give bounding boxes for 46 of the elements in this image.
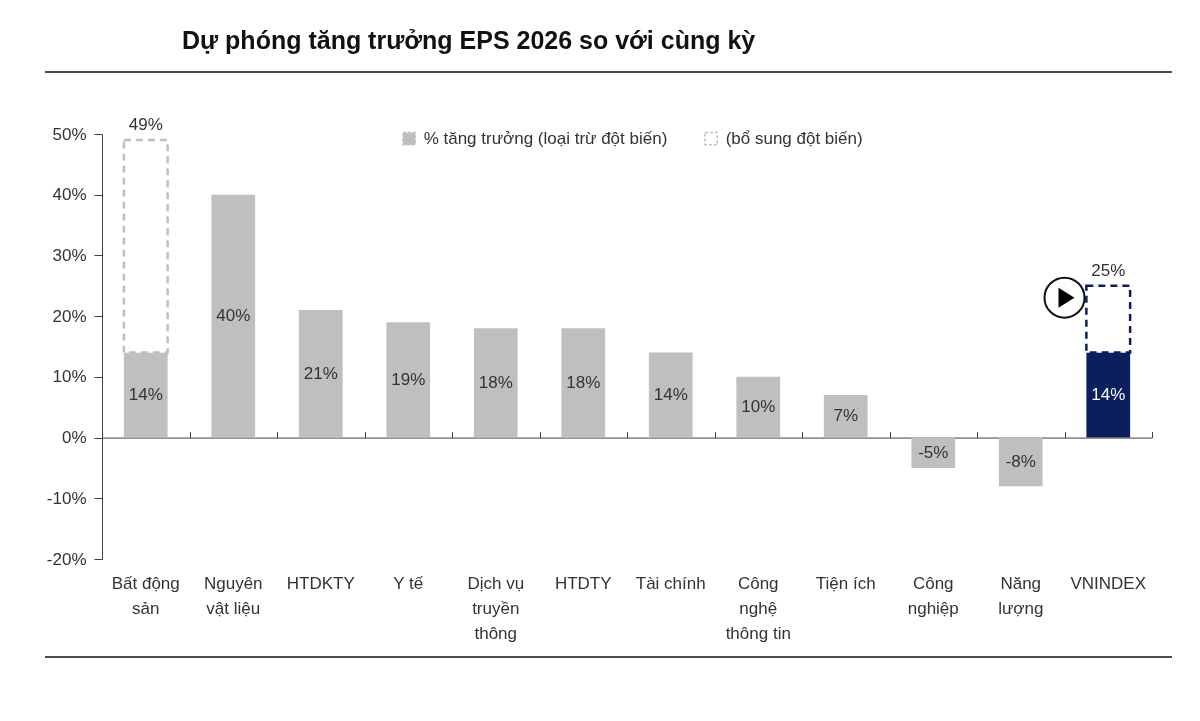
bar: [736, 376, 781, 438]
data-label: 7%: [833, 406, 859, 426]
data-label: 14%: [653, 385, 688, 405]
bar: [823, 395, 868, 438]
data-label: 10%: [741, 397, 776, 417]
y-tick-label: 20%: [52, 306, 87, 326]
x-tick-label: HTDTY: [554, 573, 612, 593]
y-tick-label: 30%: [52, 245, 87, 265]
legend-label: (bổ sung đột biến): [725, 128, 863, 148]
data-label: 14%: [1091, 385, 1126, 405]
y-tick-label: -20%: [46, 549, 87, 569]
data-label: 19%: [391, 369, 426, 389]
y-tick-label: -10%: [46, 488, 87, 508]
bar: [298, 310, 343, 438]
chart-title: Dự phóng tăng trưởng EPS 2026 so với cùng kỳ: [182, 26, 756, 55]
total-label: 25%: [1091, 260, 1126, 280]
x-tick-label: Công nghệ thông tin: [725, 573, 791, 643]
y-tick-label: 10%: [52, 367, 87, 387]
bar: [386, 322, 431, 438]
x-tick-label: Y tế: [393, 573, 424, 593]
x-tick-label: Năng lượng: [998, 573, 1044, 618]
bar: [211, 194, 256, 438]
x-tick-label: Tài chính: [635, 573, 706, 593]
data-label: 40%: [216, 306, 251, 326]
data-label: 18%: [478, 372, 513, 392]
x-tick-label: HTDKTY: [286, 573, 355, 593]
bar: [998, 437, 1043, 487]
legend-label: % tăng trưởng (loại trừ đột biến): [423, 128, 668, 148]
bar: [473, 328, 518, 438]
y-tick-label: 0%: [61, 428, 87, 448]
bar: [561, 328, 606, 438]
y-tick-label: 50%: [52, 124, 87, 144]
total-label: 49%: [128, 115, 163, 135]
data-label: 21%: [303, 363, 338, 383]
y-tick-label: 40%: [52, 185, 87, 205]
data-label: 18%: [566, 372, 601, 392]
x-tick-label: Bất động sản: [111, 573, 180, 618]
x-tick-label: Công nghiệp: [907, 573, 959, 618]
x-tick-label: VNINDEX: [1070, 573, 1147, 593]
x-tick-label: Tiện ích: [815, 573, 876, 593]
x-tick-label: Nguyên vật liệu: [203, 573, 263, 618]
x-tick-label: Dịch vụ truyền thông: [467, 573, 525, 643]
data-label: -8%: [1005, 451, 1036, 471]
data-label: 14%: [128, 385, 163, 405]
bar: [648, 352, 693, 438]
data-label: -5%: [918, 442, 949, 462]
